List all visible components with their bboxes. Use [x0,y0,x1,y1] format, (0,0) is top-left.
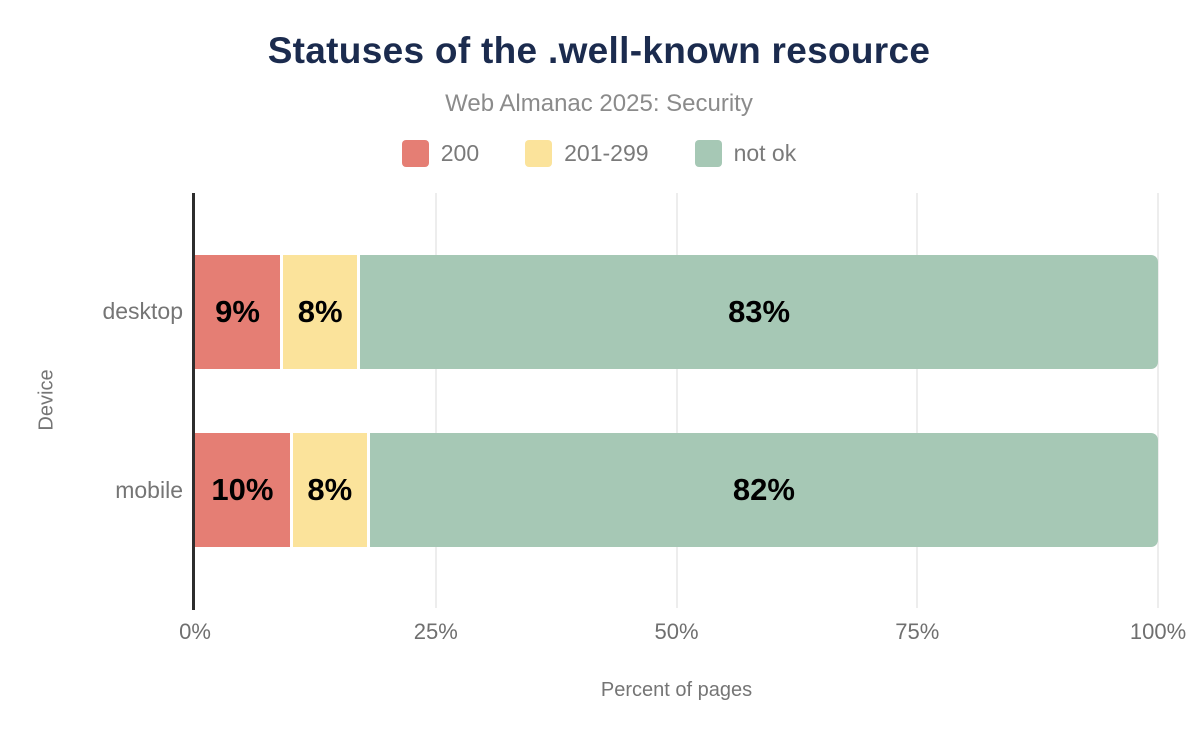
bar-segment-mobile-200[interactable]: 10% [195,433,290,547]
bar-value-label: 8% [307,472,353,507]
plot-area: 9% 8% 83% 10% 8% 82% [192,193,1159,610]
legend-item-200[interactable]: 200 [401,140,480,167]
x-tick-label-25: 25% [413,619,458,644]
chart-title: Statuses of the .well-known resource [267,30,931,71]
legend-label: not ok [733,140,797,166]
bar-value-label: 9% [215,294,260,329]
bar-value-label: 10% [211,472,274,507]
bar-segment-desktop-not-ok[interactable]: 83% [360,255,1158,369]
bar-segment-mobile-201-299[interactable]: 8% [292,433,367,547]
legend-item-not-ok[interactable]: not ok [694,140,797,167]
x-tick-label-50: 50% [654,619,699,644]
legend: 200 201-299 not ok [0,140,1198,167]
gridline-100 [1157,193,1159,608]
bar-desktop: 9% 8% 83% [195,255,1158,369]
category-label-mobile: mobile [115,477,183,503]
bar-value-label: 83% [728,294,791,329]
legend-label: 200 [440,140,480,166]
legend-swatch-icon [525,140,553,167]
legend-swatch-icon [401,140,429,167]
y-axis-line [192,193,195,610]
bar-value-label: 82% [732,472,795,507]
x-tick-label-100: 100% [1129,619,1187,644]
category-label-desktop: desktop [102,298,183,324]
x-axis-title: Percent of pages [600,679,753,701]
bar-segment-desktop-200[interactable]: 9% [195,255,281,369]
gridline-25 [434,193,437,608]
bar-mobile: 10% 8% 82% [195,433,1158,547]
x-tick-label-0: 0% [179,619,211,644]
chart-subtitle: Web Almanac 2025: Security [445,90,753,117]
bar-segment-desktop-201-299[interactable]: 8% [283,255,358,369]
y-axis-title: Device [35,369,58,431]
legend-item-201-299[interactable]: 201-299 [525,140,649,167]
gridline-50 [675,193,678,608]
legend-label: 201-299 [564,140,649,166]
gridline-75 [916,193,919,608]
legend-swatch-icon [694,140,722,167]
bar-segment-mobile-not-ok[interactable]: 82% [369,433,1158,547]
x-tick-label-75: 75% [895,619,940,644]
bar-value-label: 8% [297,294,343,329]
